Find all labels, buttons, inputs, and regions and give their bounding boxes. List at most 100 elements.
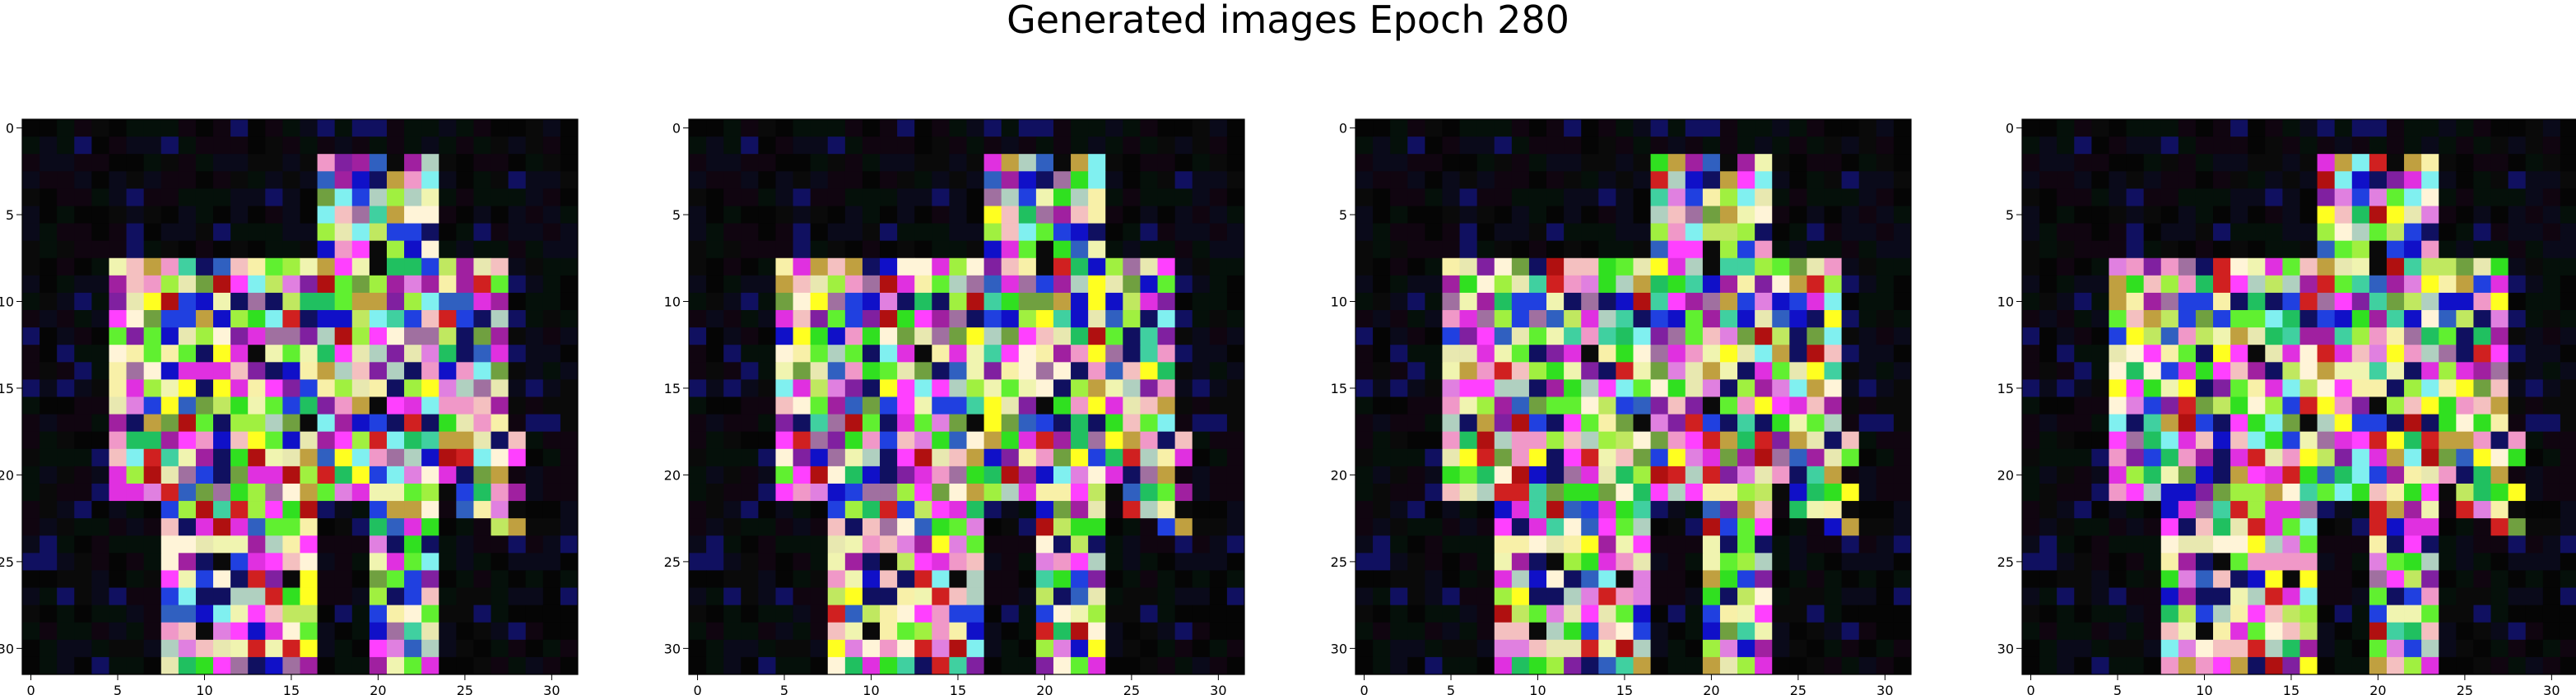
pixel bbox=[2109, 362, 2127, 380]
pixel bbox=[1755, 605, 1773, 623]
pixel bbox=[1702, 448, 1721, 467]
pixel bbox=[160, 188, 179, 206]
pixel bbox=[91, 639, 109, 658]
pixel bbox=[1088, 188, 1106, 206]
pixel bbox=[827, 362, 846, 380]
pixel bbox=[2508, 553, 2527, 571]
pixel bbox=[1667, 327, 1686, 345]
pixel bbox=[2178, 379, 2197, 397]
pixel bbox=[334, 448, 353, 467]
pixel bbox=[1546, 362, 1565, 380]
pixel bbox=[2178, 171, 2197, 189]
pixel bbox=[2230, 119, 2248, 137]
pixel bbox=[2126, 379, 2145, 397]
pixel bbox=[2560, 414, 2576, 433]
pixel bbox=[2560, 535, 2576, 554]
pixel bbox=[1633, 206, 1651, 224]
pixel bbox=[1824, 587, 1843, 606]
pixel bbox=[213, 466, 231, 484]
pixel bbox=[2404, 448, 2422, 467]
pixel bbox=[914, 414, 932, 433]
pixel bbox=[2074, 414, 2092, 433]
pixel bbox=[1407, 310, 1425, 328]
pixel bbox=[74, 622, 92, 641]
pixel bbox=[421, 587, 439, 606]
pixel bbox=[2213, 345, 2231, 363]
pixel bbox=[282, 379, 300, 397]
pixel bbox=[1053, 292, 1072, 311]
pixel bbox=[2490, 257, 2509, 276]
pixel bbox=[880, 345, 898, 363]
pixel bbox=[1442, 639, 1460, 658]
pixel bbox=[1123, 466, 1141, 484]
pixel bbox=[2386, 518, 2405, 536]
pixel bbox=[109, 553, 127, 571]
pixel bbox=[1494, 310, 1513, 328]
pixel bbox=[1476, 396, 1495, 415]
pixel bbox=[473, 327, 491, 345]
pixel bbox=[1789, 431, 1807, 450]
pixel bbox=[1876, 448, 1895, 467]
pixel bbox=[758, 362, 776, 380]
pixel bbox=[1564, 292, 1582, 311]
pixel bbox=[1755, 466, 1773, 484]
pixel bbox=[2109, 431, 2127, 450]
pixel bbox=[2299, 622, 2318, 641]
pixel bbox=[914, 137, 932, 155]
pixel bbox=[2369, 119, 2388, 137]
pixel bbox=[351, 570, 370, 588]
pixel bbox=[1355, 137, 1374, 155]
pixel bbox=[1876, 292, 1895, 311]
pixel bbox=[2178, 137, 2197, 155]
pixel bbox=[1192, 345, 1211, 363]
pixel bbox=[827, 639, 846, 658]
pixel bbox=[897, 119, 915, 137]
pixel bbox=[2265, 223, 2283, 242]
pixel bbox=[758, 656, 776, 675]
pixel bbox=[1459, 119, 1478, 137]
pixel bbox=[508, 188, 527, 206]
pixel bbox=[2456, 240, 2474, 259]
pixel bbox=[2439, 275, 2457, 294]
pixel bbox=[2143, 656, 2162, 675]
pixel bbox=[793, 188, 811, 206]
pixel bbox=[404, 639, 422, 658]
pixel bbox=[2230, 275, 2248, 294]
pixel bbox=[2560, 396, 2576, 415]
pixel bbox=[1476, 119, 1495, 137]
pixel bbox=[1425, 275, 1443, 294]
pixel bbox=[1001, 257, 1020, 276]
pixel bbox=[334, 345, 353, 363]
pixel bbox=[265, 587, 283, 606]
pixel bbox=[2126, 292, 2145, 311]
pixel bbox=[2265, 379, 2283, 397]
pixel bbox=[421, 257, 439, 276]
pixel bbox=[2143, 188, 2162, 206]
x-tick-label: 5 bbox=[2113, 683, 2122, 695]
pixel bbox=[439, 518, 457, 536]
pixel bbox=[862, 171, 881, 189]
pixel bbox=[810, 396, 829, 415]
pixel bbox=[525, 240, 544, 259]
pixel bbox=[491, 466, 509, 484]
pixel bbox=[143, 362, 162, 380]
pixel bbox=[2091, 257, 2109, 276]
pixel bbox=[1140, 448, 1158, 467]
pixel bbox=[2213, 448, 2231, 467]
pixel bbox=[2560, 171, 2576, 189]
pixel bbox=[1633, 656, 1651, 675]
pixel bbox=[2091, 448, 2109, 467]
pixel bbox=[862, 345, 881, 363]
pixel bbox=[491, 137, 509, 155]
pixel bbox=[2039, 275, 2058, 294]
pixel bbox=[844, 466, 863, 484]
pixel bbox=[2057, 137, 2075, 155]
pixel bbox=[1018, 206, 1037, 224]
pixel bbox=[248, 257, 266, 276]
pixel bbox=[2369, 275, 2388, 294]
pixel bbox=[793, 171, 811, 189]
pixel bbox=[1858, 587, 1877, 606]
pixel bbox=[1390, 553, 1408, 571]
pixel bbox=[1018, 275, 1037, 294]
pixel bbox=[2160, 362, 2179, 380]
